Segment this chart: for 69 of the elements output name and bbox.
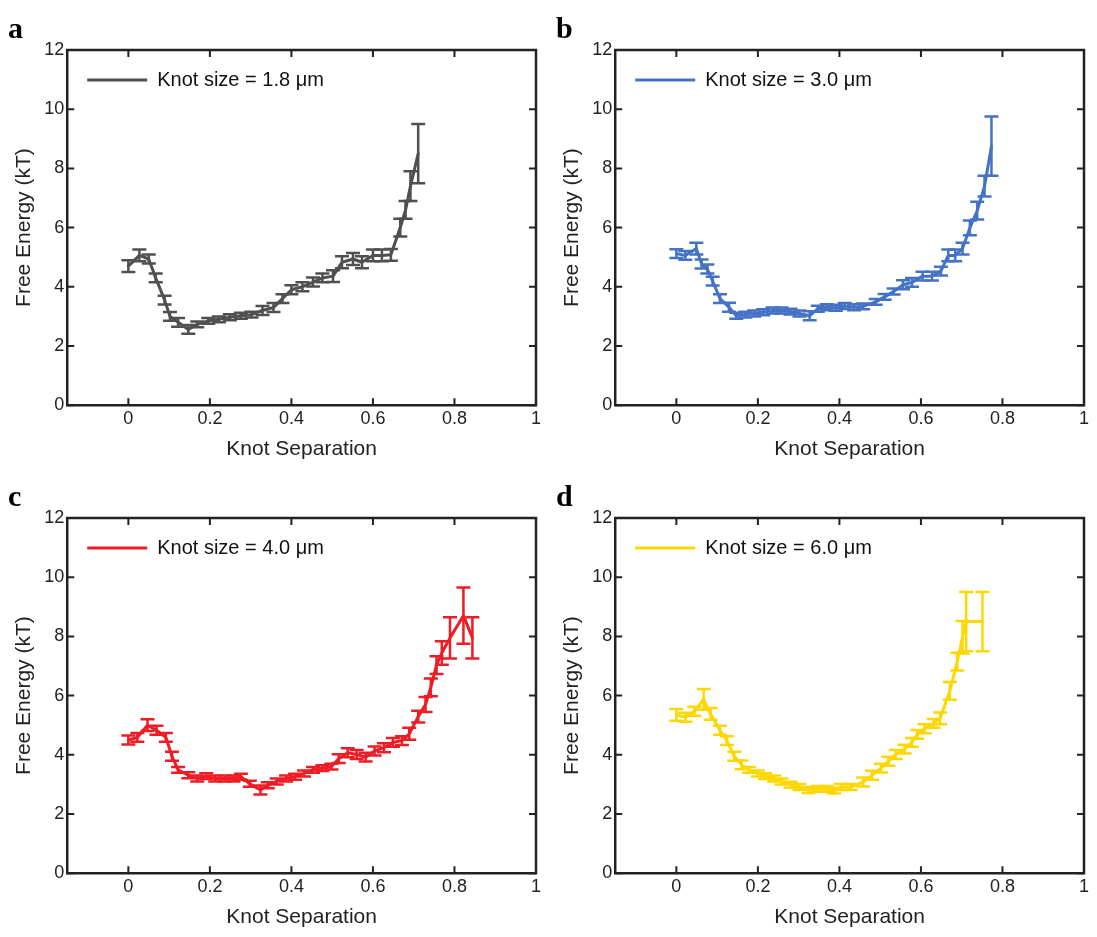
x-tick-label: 0.2 bbox=[197, 875, 223, 896]
x-tick-label: 1 bbox=[1078, 407, 1090, 428]
y-tick-label: 8 bbox=[602, 157, 613, 178]
legend-label: Knot size = 3.0 μm bbox=[705, 67, 872, 90]
y-tick-label: 8 bbox=[602, 625, 613, 646]
x-tick-label: 0 bbox=[123, 407, 134, 428]
chart-title: d bbox=[556, 478, 573, 512]
legend-label: Knot size = 1.8 μm bbox=[157, 67, 324, 90]
x-tick-label: 0.8 bbox=[441, 407, 467, 428]
chart-title: c bbox=[8, 478, 22, 512]
y-tick-label: 4 bbox=[54, 275, 65, 296]
x-tick-label: 1 bbox=[530, 407, 542, 428]
y-axis-title: Free Energy (kT) bbox=[11, 616, 35, 775]
x-tick-label: 0.4 bbox=[826, 407, 852, 428]
x-tick-label: 0.2 bbox=[745, 875, 771, 896]
x-tick-label: 0.6 bbox=[360, 875, 386, 896]
x-tick-label: 0.6 bbox=[908, 875, 934, 896]
y-tick-label: 12 bbox=[44, 38, 65, 59]
x-tick-label: 1 bbox=[530, 875, 542, 896]
y-tick-label: 10 bbox=[592, 566, 613, 587]
y-tick-label: 0 bbox=[602, 862, 613, 883]
y-tick-label: 0 bbox=[54, 862, 65, 883]
x-tick-label: 0 bbox=[671, 407, 682, 428]
y-tick-label: 4 bbox=[602, 743, 613, 764]
x-axis-title: Knot Separation bbox=[774, 436, 925, 460]
y-tick-label: 12 bbox=[44, 506, 65, 527]
x-tick-label: 1 bbox=[1078, 875, 1090, 896]
y-tick-label: 10 bbox=[44, 98, 65, 119]
chart-title: a bbox=[8, 10, 23, 44]
y-tick-label: 6 bbox=[602, 684, 613, 705]
x-tick-label: 0.6 bbox=[360, 407, 386, 428]
x-axis-title: Knot Separation bbox=[226, 904, 377, 928]
x-axis-title: Knot Separation bbox=[774, 904, 925, 928]
x-tick-label: 0.4 bbox=[826, 875, 852, 896]
y-tick-label: 8 bbox=[54, 157, 65, 178]
y-tick-label: 6 bbox=[602, 216, 613, 237]
y-tick-label: 2 bbox=[54, 802, 65, 823]
x-tick-label: 0.8 bbox=[441, 875, 467, 896]
y-tick-label: 2 bbox=[602, 334, 613, 355]
y-tick-label: 12 bbox=[592, 506, 613, 527]
y-tick-label: 4 bbox=[54, 743, 65, 764]
chart-title: b bbox=[556, 10, 573, 44]
x-tick-label: 0.8 bbox=[989, 407, 1015, 428]
y-tick-label: 10 bbox=[592, 98, 613, 119]
y-tick-label: 0 bbox=[602, 394, 613, 415]
y-tick-label: 2 bbox=[54, 334, 65, 355]
y-axis-title: Free Energy (kT) bbox=[559, 616, 583, 775]
y-axis-title: Free Energy (kT) bbox=[559, 148, 583, 307]
x-tick-label: 0 bbox=[671, 875, 682, 896]
y-tick-label: 4 bbox=[602, 275, 613, 296]
x-axis-title: Knot Separation bbox=[226, 436, 377, 460]
x-tick-label: 0.6 bbox=[908, 407, 934, 428]
y-tick-label: 8 bbox=[54, 625, 65, 646]
legend-label: Knot size = 6.0 μm bbox=[705, 535, 872, 558]
y-tick-label: 10 bbox=[44, 566, 65, 587]
x-tick-label: 0.2 bbox=[197, 407, 223, 428]
y-tick-label: 12 bbox=[592, 38, 613, 59]
y-tick-label: 2 bbox=[602, 802, 613, 823]
x-tick-label: 0 bbox=[123, 875, 134, 896]
y-tick-label: 6 bbox=[54, 684, 65, 705]
y-axis-title: Free Energy (kT) bbox=[11, 148, 35, 307]
x-tick-label: 0.4 bbox=[278, 407, 304, 428]
y-tick-label: 6 bbox=[54, 216, 65, 237]
x-tick-label: 0.2 bbox=[745, 407, 771, 428]
legend-label: Knot size = 4.0 μm bbox=[157, 535, 324, 558]
point bbox=[946, 248, 964, 263]
y-tick-label: 0 bbox=[54, 394, 65, 415]
x-tick-label: 0.4 bbox=[278, 875, 304, 896]
x-tick-label: 0.8 bbox=[989, 875, 1015, 896]
